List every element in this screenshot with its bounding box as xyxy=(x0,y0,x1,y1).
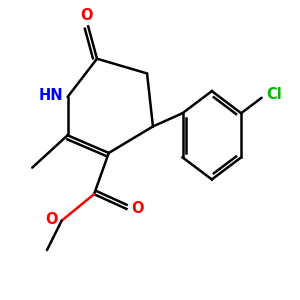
Text: O: O xyxy=(45,212,57,227)
Text: Cl: Cl xyxy=(266,87,282,102)
Text: O: O xyxy=(131,201,143,216)
Text: HN: HN xyxy=(38,88,63,103)
Text: O: O xyxy=(80,8,93,23)
